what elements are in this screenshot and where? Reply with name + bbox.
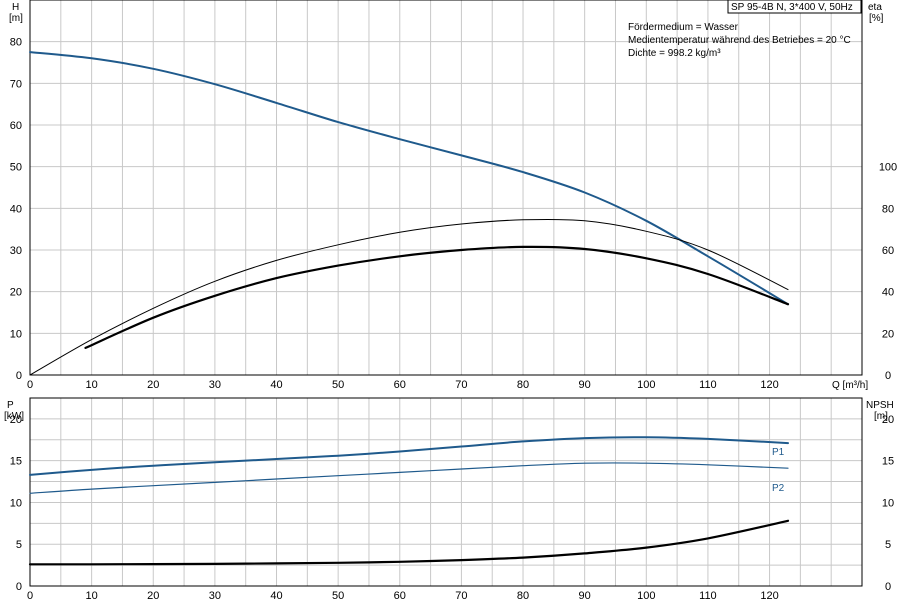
bottom-left-axis-unit: [kW] (4, 411, 24, 422)
bottom-left-y-tick-label: 10 (10, 497, 22, 509)
top-grid (29, 0, 863, 376)
bottom-series-line-0 (29, 436, 789, 476)
top-series-line-2 (84, 245, 790, 349)
top-left-y-tick-label: 20 (10, 287, 22, 299)
bottom-x-tick-label: 90 (579, 590, 591, 600)
bottom-right-y-tick-label: 15 (882, 456, 894, 468)
bottom-x-tick-label: 70 (455, 590, 467, 600)
bottom-left-y-tick-label: 0 (16, 581, 22, 593)
bottom-right-y-tick-label: 5 (885, 539, 891, 551)
top-series-line-1 (29, 218, 789, 376)
top-x-tick-label: 70 (455, 379, 467, 391)
note-temperature: Medientemperatur während des Betriebes =… (628, 35, 851, 46)
top-right-y-tick-label: 20 (882, 328, 894, 340)
top-x-tick-label: 80 (517, 379, 529, 391)
bottom-x-tick-label: 100 (637, 590, 655, 600)
bottom-right-y-tick-label: 0 (885, 581, 891, 593)
top-x-tick-label: 100 (637, 379, 655, 391)
note-density: Dichte = 998.2 kg/m³ (628, 48, 721, 59)
top-panel-frame (29, 0, 863, 376)
bottom-x-tick-label: 60 (394, 590, 406, 600)
top-right-y-tick-label: 0 (885, 370, 891, 382)
bottom-series-line-1 (29, 462, 789, 494)
bottom-x-tick-label: 50 (332, 590, 344, 600)
top-left-y-tick-label: 50 (10, 162, 22, 174)
title-box (727, 0, 862, 14)
top-left-y-tick-label: 70 (10, 78, 22, 90)
bottom-right-axis-unit: [m] (874, 411, 888, 422)
bottom-left-y-tick-label: 20 (10, 414, 22, 426)
bottom-x-tick-label: 0 (27, 590, 33, 600)
top-left-axis-unit: [m] (9, 13, 23, 24)
bottom-curves (28, 436, 790, 566)
top-right-axis-unit: [%] (869, 13, 884, 24)
top-left-axis-label: H (12, 2, 19, 13)
bottom-x-tick-label: 80 (517, 590, 529, 600)
top-x-tick-label: 40 (270, 379, 282, 391)
top-x-tick-label: 120 (760, 379, 778, 391)
bottom-x-tick-label: 30 (209, 590, 221, 600)
top-right-axis-label: eta (868, 2, 882, 13)
top-left-y-tick-label: 80 (10, 37, 22, 49)
bottom-right-y-tick-label: 10 (882, 497, 894, 509)
top-right-y-tick-label: 80 (882, 203, 894, 215)
top-curves (29, 51, 790, 376)
bottom-left-y-tick-label: 15 (10, 456, 22, 468)
bottom-series-line-2 (28, 519, 790, 566)
bottom-grid (29, 397, 863, 587)
bottom-left-y-tick-label: 5 (16, 539, 22, 551)
bottom-left-axis-label: P (7, 400, 14, 411)
bottom-panel-frame (29, 397, 863, 587)
tick-labels: 0 10 20 30 40 50 60 70 80 90 100 110 120010203040506… (10, 37, 897, 600)
top-x-tick-label: 60 (394, 379, 406, 391)
top-left-y-tick-label: 30 (10, 245, 22, 257)
series-label-p2: P2 (772, 483, 785, 494)
bottom-right-y-tick-label: 20 (882, 414, 894, 426)
top-x-tick-label: 20 (147, 379, 159, 391)
top-left-y-tick-label: 60 (10, 120, 22, 132)
top-left-y-tick-label: 10 (10, 328, 22, 340)
top-x-tick-label: 0 (27, 379, 33, 391)
top-left-y-tick-label: 0 (16, 370, 22, 382)
top-left-y-tick-label: 40 (10, 203, 22, 215)
top-series-line-0 (29, 51, 789, 306)
note-medium: Fördermedium = Wasser (628, 22, 739, 33)
bottom-x-tick-label: 120 (760, 590, 778, 600)
x-axis-label: Q [m³/h] (832, 380, 868, 391)
bottom-x-tick-label: 10 (86, 590, 98, 600)
top-x-tick-label: 30 (209, 379, 221, 391)
top-right-y-tick-label: 60 (882, 245, 894, 257)
top-x-tick-label: 110 (699, 379, 717, 391)
bottom-x-tick-label: 20 (147, 590, 159, 600)
top-x-tick-label: 90 (579, 379, 591, 391)
title-text: SP 95-4B N, 3*400 V, 50Hz (731, 2, 853, 13)
top-right-y-tick-label: 100 (879, 162, 897, 174)
top-right-y-tick-label: 40 (882, 287, 894, 299)
bottom-right-axis-label: NPSH (866, 400, 894, 411)
bottom-x-tick-label: 40 (270, 590, 282, 600)
series-label-p1: P1 (772, 447, 785, 458)
bottom-x-tick-label: 110 (699, 590, 717, 600)
top-x-tick-label: 10 (86, 379, 98, 391)
top-x-tick-label: 50 (332, 379, 344, 391)
